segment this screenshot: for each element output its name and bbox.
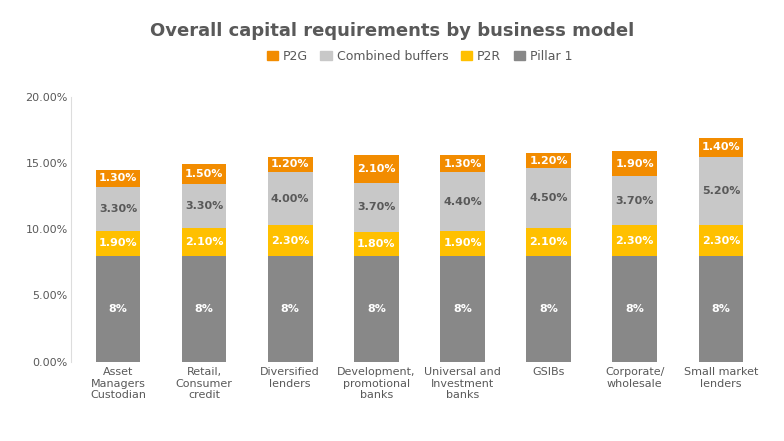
Bar <box>526 228 571 256</box>
Legend: P2G, Combined buffers, P2R, Pillar 1: P2G, Combined buffers, P2R, Pillar 1 <box>262 45 577 68</box>
Text: 1.20%: 1.20% <box>271 160 310 169</box>
Bar <box>526 153 571 168</box>
Bar <box>182 184 227 228</box>
Bar <box>699 256 743 362</box>
Bar <box>268 256 313 362</box>
Text: 8%: 8% <box>453 304 472 314</box>
Text: 8%: 8% <box>712 304 731 314</box>
Text: 2.30%: 2.30% <box>702 235 740 246</box>
Text: 2.30%: 2.30% <box>271 235 310 246</box>
Text: 1.90%: 1.90% <box>615 159 654 169</box>
Bar <box>268 157 313 172</box>
Bar <box>96 187 140 231</box>
Bar <box>699 138 743 157</box>
Bar <box>182 164 227 184</box>
Bar <box>354 155 399 183</box>
Text: 1.40%: 1.40% <box>702 142 740 152</box>
Text: 1.90%: 1.90% <box>443 238 482 248</box>
Text: 3.30%: 3.30% <box>185 201 223 211</box>
Text: 2.10%: 2.10% <box>529 237 568 247</box>
Bar <box>440 231 485 256</box>
Text: 1.90%: 1.90% <box>99 238 137 248</box>
Text: Overall capital requirements by business model: Overall capital requirements by business… <box>150 22 634 40</box>
Text: 3.70%: 3.70% <box>358 202 396 213</box>
Bar <box>96 231 140 256</box>
Text: 4.50%: 4.50% <box>529 193 568 203</box>
Bar <box>268 225 313 256</box>
Text: 8%: 8% <box>626 304 644 314</box>
Text: 3.30%: 3.30% <box>99 204 137 214</box>
Text: 3.70%: 3.70% <box>615 196 654 206</box>
Bar <box>612 225 657 256</box>
Bar <box>354 256 399 362</box>
Bar <box>526 256 571 362</box>
Bar <box>182 228 227 256</box>
Bar <box>354 183 399 232</box>
Text: 1.50%: 1.50% <box>185 169 223 179</box>
Text: 4.00%: 4.00% <box>271 194 310 204</box>
Bar <box>440 155 485 172</box>
Text: 1.30%: 1.30% <box>99 173 137 183</box>
Bar <box>612 151 657 176</box>
Bar <box>96 170 140 187</box>
Text: 1.20%: 1.20% <box>529 156 568 165</box>
Bar <box>699 157 743 225</box>
Text: 2.10%: 2.10% <box>358 164 396 174</box>
Bar <box>354 232 399 256</box>
Bar <box>268 172 313 225</box>
Text: 8%: 8% <box>194 304 213 314</box>
Bar <box>440 172 485 231</box>
Bar <box>182 256 227 362</box>
Bar <box>526 168 571 228</box>
Text: 2.10%: 2.10% <box>185 237 223 247</box>
Text: 8%: 8% <box>281 304 299 314</box>
Bar <box>96 256 140 362</box>
Text: 5.20%: 5.20% <box>702 186 740 196</box>
Text: 8%: 8% <box>108 304 127 314</box>
Bar <box>699 225 743 256</box>
Text: 8%: 8% <box>539 304 558 314</box>
Bar <box>440 256 485 362</box>
Bar <box>612 256 657 362</box>
Text: 1.30%: 1.30% <box>443 159 481 169</box>
Text: 1.80%: 1.80% <box>358 239 396 249</box>
Text: 8%: 8% <box>367 304 386 314</box>
Text: 2.30%: 2.30% <box>615 235 654 246</box>
Bar <box>612 176 657 225</box>
Text: 4.40%: 4.40% <box>443 197 482 206</box>
